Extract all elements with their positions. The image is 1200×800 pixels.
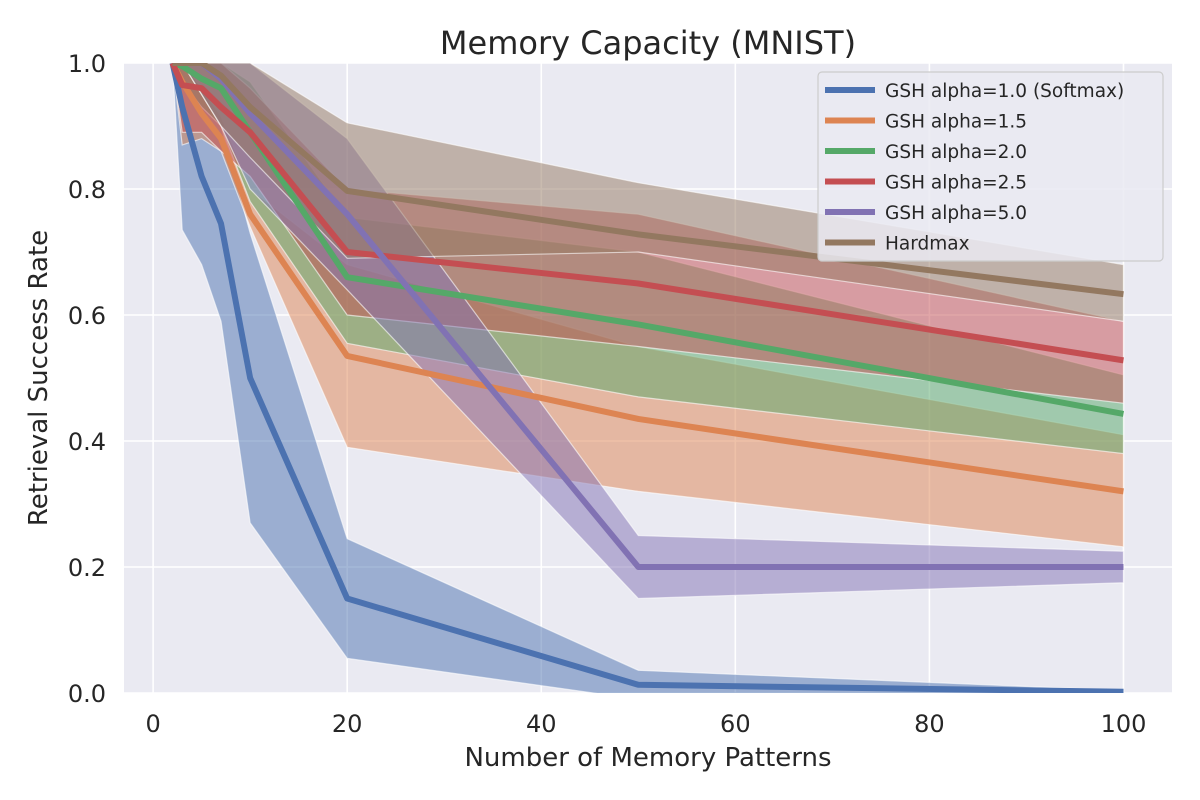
x-tick-label: 20 <box>332 710 363 738</box>
line-series-6 <box>172 63 1124 298</box>
legend-label: Hardmax <box>885 234 970 255</box>
legend-label: GSH alpha=1.5 <box>885 112 1027 133</box>
y-tick-label: 0.8 <box>68 176 106 204</box>
y-tick-label: 0.4 <box>68 428 106 456</box>
x-tick-label: 80 <box>914 710 945 738</box>
x-tick-label: 40 <box>526 710 557 738</box>
series-lines <box>169 63 1125 693</box>
line-series-5 <box>172 63 1124 570</box>
y-axis-label: Retrieval Success Rate <box>24 230 54 526</box>
line-series-4 <box>169 63 1124 364</box>
line-series-3 <box>171 63 1125 417</box>
y-tick-label: 0.0 <box>68 680 106 708</box>
legend-label: GSH alpha=2.5 <box>885 173 1027 194</box>
legend-box <box>817 71 1164 262</box>
x-tick-label: 60 <box>720 710 751 738</box>
line-series-1 <box>169 63 1124 693</box>
y-tick-labels: 0.0 0.2 0.4 0.6 0.8 1.0 <box>68 50 106 708</box>
x-tick-labels: 0 20 40 60 80 100 <box>145 710 1146 738</box>
chart-title: Memory Capacity (MNIST) <box>440 24 856 62</box>
legend-label: GSH alpha=5.0 <box>885 203 1027 224</box>
y-tick-label: 0.2 <box>68 554 106 582</box>
y-tick-label: 0.6 <box>68 302 106 330</box>
legend-label: GSH alpha=2.0 <box>885 142 1027 163</box>
x-axis-label: Number of Memory Patterns <box>464 743 831 773</box>
y-tick-label: 1.0 <box>68 50 106 78</box>
legend-label: GSH alpha=1.0 (Softmax) <box>885 81 1124 102</box>
x-tick-label: 0 <box>145 710 160 738</box>
legend: GSH alpha=1.0 (Softmax) GSH alpha=1.5 GSH … <box>817 71 1164 262</box>
x-tick-label: 100 <box>1101 710 1147 738</box>
